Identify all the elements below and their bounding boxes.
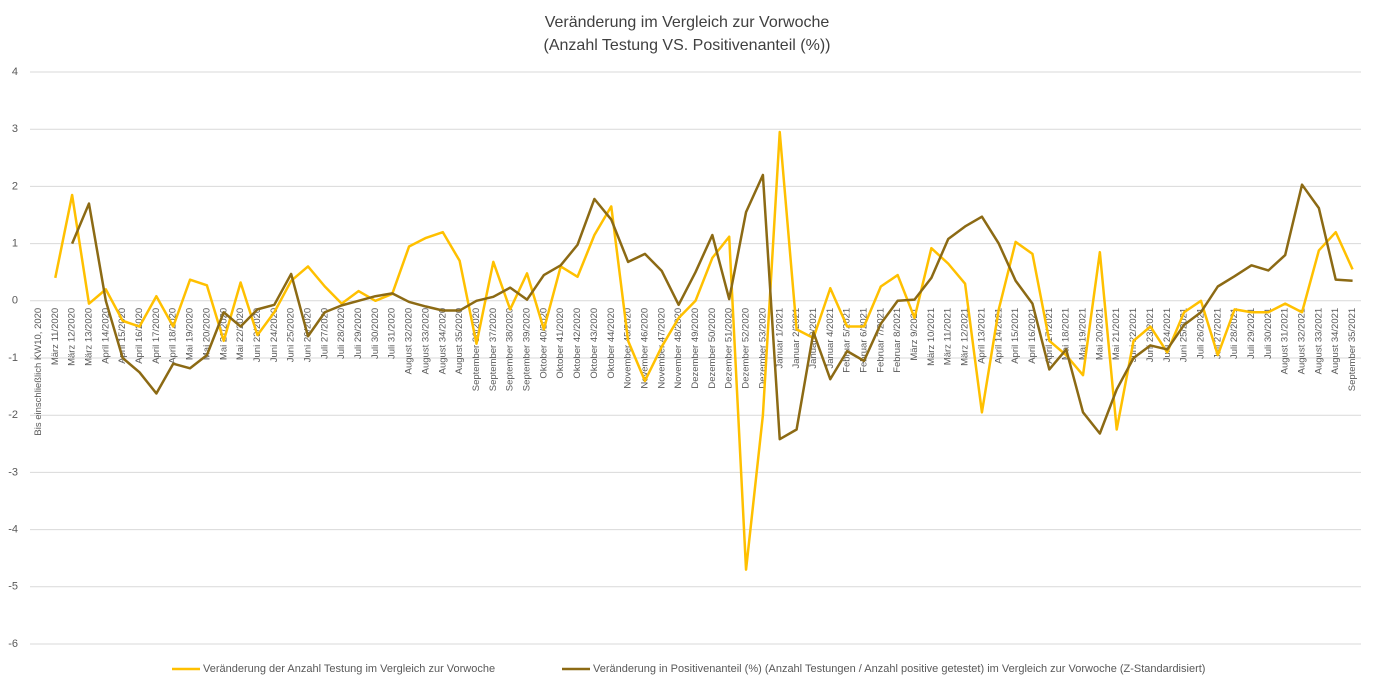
x-tick-label: April 14/2020 bbox=[100, 308, 111, 364]
x-tick-label: Dezember 50/2020 bbox=[707, 308, 718, 389]
x-tick-label: Juli 27/2020 bbox=[319, 308, 330, 359]
x-tick-label: April 16/2021 bbox=[1027, 308, 1038, 364]
x-tick-label: Oktober 44/2020 bbox=[606, 308, 617, 379]
x-tick-label: August 32/2020 bbox=[404, 308, 415, 375]
x-tick-label: März 12/2020 bbox=[67, 308, 78, 366]
x-tick-label: Januar 2/2021 bbox=[791, 308, 802, 369]
x-tick-label: September 38/2020 bbox=[505, 308, 516, 391]
x-tick-label: Oktober 42/2020 bbox=[572, 308, 583, 379]
x-tick-label: Dezember 53/2020 bbox=[757, 308, 768, 389]
x-tick-label: August 31/2021 bbox=[1280, 308, 1291, 375]
x-tick-label: Mai 20/2020 bbox=[201, 308, 212, 360]
legend-label: Veränderung der Anzahl Testung im Vergle… bbox=[203, 663, 495, 675]
chart-subtitle: (Anzahl Testung VS. Positivenanteil (%)) bbox=[544, 37, 831, 54]
x-tick-label: Februar 8/2021 bbox=[892, 308, 903, 373]
x-tick-label: Oktober 40/2020 bbox=[538, 308, 549, 379]
x-tick-label: September 35/2021 bbox=[1347, 308, 1358, 391]
y-tick-label: 3 bbox=[12, 123, 18, 135]
x-tick-label: November 48/2020 bbox=[673, 308, 684, 389]
x-tick-label: März 12/2021 bbox=[960, 308, 971, 366]
series-line bbox=[54, 130, 1354, 571]
x-tick-label: Mai 22/2020 bbox=[235, 308, 246, 360]
x-tick-label: August 33/2020 bbox=[420, 308, 431, 375]
legend-label: Veränderung in Positivenanteil (%) (Anza… bbox=[593, 663, 1205, 675]
x-tick-label: August 34/2021 bbox=[1330, 308, 1341, 375]
x-tick-label: September 36/2020 bbox=[471, 308, 482, 391]
x-tick-label: November 45/2020 bbox=[623, 308, 634, 389]
x-tick-label: August 33/2021 bbox=[1313, 308, 1324, 375]
x-tick-label: Juni 22/2021 bbox=[1128, 308, 1139, 362]
x-tick-label: März 10/2021 bbox=[926, 308, 937, 366]
x-tick-label: April 17/2020 bbox=[151, 308, 162, 364]
x-tick-label: Juli 30/2020 bbox=[370, 308, 381, 359]
x-tick-label: Mai 21/2020 bbox=[218, 308, 229, 360]
x-tick-label: Mai 19/2021 bbox=[1078, 308, 1089, 360]
x-tick-label: Juli 26/2021 bbox=[1195, 308, 1206, 359]
x-tick-label: Februar 6/2021 bbox=[858, 308, 869, 373]
x-tick-label: Juli 28/2020 bbox=[336, 308, 347, 359]
x-tick-label: Mai 18/2021 bbox=[1061, 308, 1072, 360]
x-tick-label: Mai 20/2021 bbox=[1094, 308, 1105, 360]
x-tick-label: Dezember 52/2020 bbox=[741, 308, 752, 389]
y-tick-label: 4 bbox=[12, 66, 18, 78]
y-tick-label: -2 bbox=[8, 409, 18, 421]
x-tick-label: Januar 4/2021 bbox=[825, 308, 836, 369]
x-tick-label: September 39/2020 bbox=[522, 308, 533, 391]
x-tick-label: Januar 1/2021 bbox=[774, 308, 785, 369]
x-tick-label: Oktober 43/2020 bbox=[589, 308, 600, 379]
x-tick-label: August 34/2020 bbox=[437, 308, 448, 375]
x-tick-label: Juli 28/2021 bbox=[1229, 308, 1240, 359]
x-tick-label: Dezember 51/2020 bbox=[724, 308, 735, 389]
x-tick-label: August 35/2020 bbox=[454, 308, 465, 375]
x-tick-label: September 37/2020 bbox=[488, 308, 499, 391]
y-tick-label: -5 bbox=[8, 581, 18, 593]
x-tick-label: Juli 29/2021 bbox=[1246, 308, 1257, 359]
x-tick-label: Februar 7/2021 bbox=[875, 308, 886, 373]
x-tick-label: Juli 27/2021 bbox=[1212, 308, 1223, 359]
x-tick-label: Juni 23/2021 bbox=[1145, 308, 1156, 362]
x-tick-label: April 13/2021 bbox=[976, 308, 987, 364]
x-tick-label: März 11/2020 bbox=[50, 308, 61, 365]
x-tick-label: Juni 24/2021 bbox=[1162, 308, 1173, 362]
x-tick-label: April 18/2020 bbox=[168, 308, 179, 364]
x-tick-label: März 13/2020 bbox=[83, 308, 94, 366]
x-tick-label: Mai 19/2020 bbox=[185, 308, 196, 360]
x-tick-label: Juni 24/2020 bbox=[269, 308, 280, 362]
y-tick-label: -3 bbox=[8, 466, 18, 478]
y-tick-label: -1 bbox=[8, 352, 18, 364]
x-tick-label: April 15/2021 bbox=[1010, 308, 1021, 364]
x-tick-label: Juli 31/2020 bbox=[387, 308, 398, 359]
x-tick-label: November 46/2020 bbox=[639, 308, 650, 389]
y-tick-label: 1 bbox=[12, 238, 18, 250]
x-tick-label: April 14/2021 bbox=[993, 308, 1004, 364]
x-tick-label: Juni 25/2021 bbox=[1179, 308, 1190, 362]
series-line bbox=[70, 173, 1353, 441]
y-tick-label: 2 bbox=[12, 180, 18, 192]
y-tick-label: -4 bbox=[8, 524, 18, 536]
x-tick-label: Februar 5/2021 bbox=[842, 308, 853, 373]
x-tick-label: Bis einschließlich KW10, 2020 bbox=[33, 308, 44, 436]
x-tick-label: April 15/2020 bbox=[117, 308, 128, 364]
x-tick-label: Mai 21/2021 bbox=[1111, 308, 1122, 360]
x-tick-label: Dezember 49/2020 bbox=[690, 308, 701, 389]
y-tick-label: 0 bbox=[12, 295, 18, 307]
x-tick-label: April 16/2020 bbox=[134, 308, 145, 364]
x-tick-label: Juli 29/2020 bbox=[353, 308, 364, 359]
x-tick-label: März 9/2021 bbox=[909, 308, 920, 361]
y-tick-label: -6 bbox=[8, 638, 18, 650]
x-tick-label: Juli 30/2021 bbox=[1263, 308, 1274, 359]
x-tick-label: Oktober 41/2020 bbox=[555, 308, 566, 379]
x-tick-label: August 32/2021 bbox=[1297, 308, 1308, 375]
x-tick-label: März 11/2021 bbox=[943, 308, 954, 365]
chart-title: Veränderung im Vergleich zur Vorwoche bbox=[545, 14, 830, 31]
x-tick-label: Juni 25/2020 bbox=[286, 308, 297, 362]
